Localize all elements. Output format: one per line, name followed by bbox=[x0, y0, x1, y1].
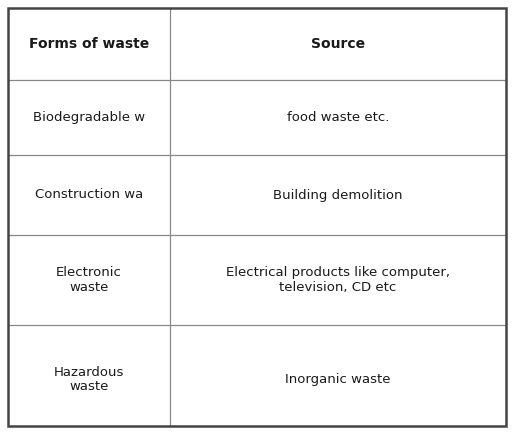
Text: Inorganic waste: Inorganic waste bbox=[285, 373, 391, 386]
Text: Construction wa: Construction wa bbox=[35, 188, 143, 201]
Text: Biodegradable w: Biodegradable w bbox=[33, 111, 145, 124]
Text: food waste etc.: food waste etc. bbox=[287, 111, 389, 124]
Text: Electrical products like computer,
television, CD etc: Electrical products like computer, telev… bbox=[226, 266, 450, 294]
Text: Hazardous
waste: Hazardous waste bbox=[54, 365, 124, 394]
Text: Forms of waste: Forms of waste bbox=[29, 37, 149, 51]
Text: Building demolition: Building demolition bbox=[273, 188, 403, 201]
Text: Source: Source bbox=[311, 37, 365, 51]
Text: Electronic
waste: Electronic waste bbox=[56, 266, 122, 294]
